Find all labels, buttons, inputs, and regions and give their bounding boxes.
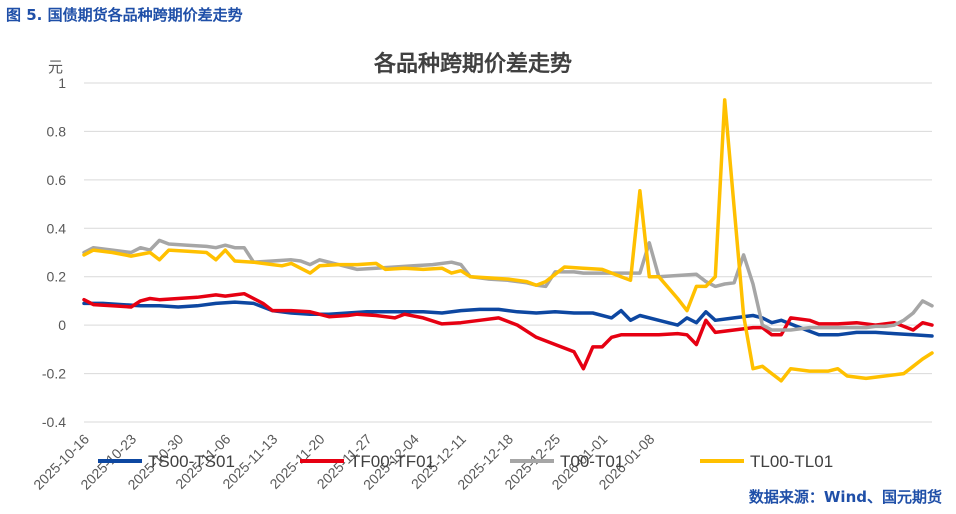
series-line-4 — [82, 98, 934, 383]
y-tick-label: 0.2 — [47, 269, 67, 285]
source-note: 数据来源：Wind、国元期货 — [748, 488, 942, 506]
y-tick-label: 0.8 — [47, 123, 67, 139]
chart-title: 各品种跨期价差走势 — [373, 51, 572, 77]
y-tick-label: -0.2 — [42, 366, 66, 382]
y-tick-label: 1 — [58, 75, 66, 91]
legend-label: TF00-TF01 — [350, 452, 435, 471]
y-axis-label: 元 — [48, 58, 63, 76]
series-line-1 — [82, 300, 934, 338]
legend-label: TL00-TL01 — [750, 452, 833, 471]
figure-caption: 图 5. 国债期货各品种跨期价差走势 — [6, 6, 243, 24]
series-line-2 — [82, 291, 934, 371]
series-line-3 — [82, 238, 934, 332]
y-tick-label: 0.4 — [47, 220, 67, 236]
series-lines — [82, 98, 934, 383]
y-tick-label: 0 — [58, 317, 66, 333]
legend: TS00-TS01 TF00-TF01 T00-T01 TL00-TL01 — [98, 452, 833, 471]
y-tick-label: 0.6 — [47, 172, 67, 188]
y-axis-ticks: 1 0.8 0.6 0.4 0.2 0 -0.2 -0.4 — [42, 75, 66, 430]
legend-label: TS00-TS01 — [148, 452, 235, 471]
y-tick-label: -0.4 — [42, 414, 66, 430]
legend-label: T00-T01 — [560, 452, 624, 471]
gridlines — [84, 82, 932, 423]
